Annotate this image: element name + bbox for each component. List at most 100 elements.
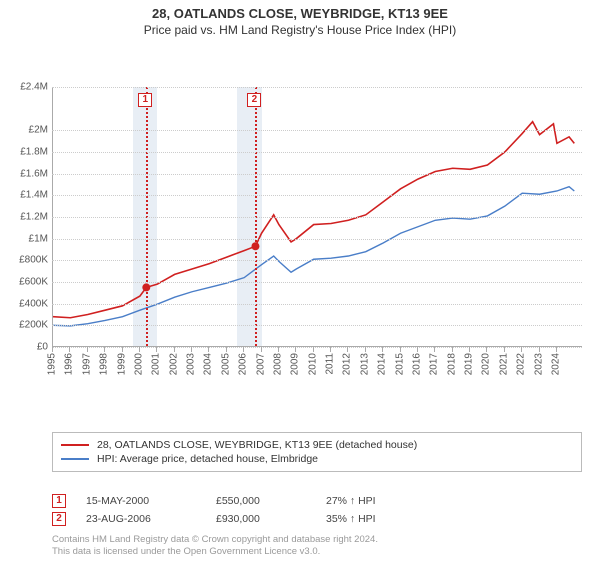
y-tick-label: £600K [0,277,48,288]
x-tick [330,347,331,352]
x-tick [226,347,227,352]
x-tick [191,347,192,352]
series-hpi [53,187,574,326]
x-tick-label: 2007 [255,353,266,375]
x-tick [556,347,557,352]
x-tick [156,347,157,352]
sale-marker-box: 1 [52,494,66,508]
y-tick-label: £1.4M [0,190,48,201]
legend-item-property: 28, OATLANDS CLOSE, WEYBRIDGE, KT13 9EE … [61,439,573,451]
x-tick [539,347,540,352]
x-tick-label: 2024 [550,353,561,375]
x-tick [521,347,522,352]
footer-line1: Contains HM Land Registry data © Crown c… [52,534,582,546]
x-tick [208,347,209,352]
y-gridline [52,217,582,218]
sale-price: £550,000 [216,495,306,507]
y-gridline [52,130,582,131]
sale-price: £930,000 [216,513,306,525]
x-tick [261,347,262,352]
y-tick-label: £200K [0,320,48,331]
sale-row: 2 23-AUG-2006 £930,000 35% ↑ HPI [52,512,582,526]
legend-item-hpi: HPI: Average price, detached house, Elmb… [61,453,573,465]
x-tick [69,347,70,352]
y-tick-label: £1.6M [0,168,48,179]
x-tick [278,347,279,352]
x-tick-label: 1995 [47,353,58,375]
x-tick-label: 2005 [220,353,231,375]
x-tick-label: 2000 [133,353,144,375]
x-tick-label: 2008 [272,353,283,375]
x-tick [469,347,470,352]
y-gridline [52,304,582,305]
y-gridline [52,260,582,261]
x-tick-label: 2016 [411,353,422,375]
y-tick-label: £800K [0,255,48,266]
legend-swatch-hpi [61,458,89,460]
x-tick-label: 2012 [342,353,353,375]
y-tick-label: £0 [0,342,48,353]
x-tick-label: 2014 [377,353,388,375]
y-gridline [52,87,582,88]
x-tick [434,347,435,352]
x-tick [174,347,175,352]
sale-marker-box: 1 [138,93,152,107]
x-tick-label: 2017 [429,353,440,375]
sale-date: 23-AUG-2006 [86,513,196,525]
x-tick [139,347,140,352]
chart-container: £0 £200K £400K £600K £800K £1M £1.2M £1.4M £1.6M… [0,37,600,405]
y-gridline [52,282,582,283]
x-tick [504,347,505,352]
y-tick-label: £2.4M [0,82,48,93]
x-tick-label: 2010 [307,353,318,375]
x-tick-label: 2002 [168,353,179,375]
y-tick-label: £400K [0,298,48,309]
legend-label-property: 28, OATLANDS CLOSE, WEYBRIDGE, KT13 9EE … [97,439,417,451]
x-tick-label: 2022 [516,353,527,375]
x-tick-label: 2019 [464,353,475,375]
x-tick-label: 1996 [64,353,75,375]
y-gridline [52,174,582,175]
sale-marker-box: 2 [247,93,261,107]
sale-marker-box: 2 [52,512,66,526]
x-tick [52,347,53,352]
x-tick-label: 2020 [481,353,492,375]
y-gridline [52,325,582,326]
sale-date: 15-MAY-2000 [86,495,196,507]
sale-hpi: 27% ↑ HPI [326,495,436,507]
sale-hpi: 35% ↑ HPI [326,513,436,525]
legend-swatch-property [61,444,89,446]
x-tick [400,347,401,352]
x-tick [243,347,244,352]
x-tick-label: 2021 [498,353,509,375]
x-tick-label: 2003 [186,353,197,375]
x-tick-label: 1997 [81,353,92,375]
title-line1: 28, OATLANDS CLOSE, WEYBRIDGE, KT13 9EE [0,6,600,21]
footer-line2: This data is licensed under the Open Gov… [52,546,582,558]
y-tick-label: £1M [0,233,48,244]
sale-row: 1 15-MAY-2000 £550,000 27% ↑ HPI [52,494,582,508]
x-tick-label: 2015 [394,353,405,375]
x-tick [417,347,418,352]
x-tick-label: 2018 [446,353,457,375]
y-gridline [52,239,582,240]
y-gridline [52,347,582,348]
x-tick-label: 2023 [533,353,544,375]
x-tick [313,347,314,352]
y-tick-label: £1.2M [0,212,48,223]
x-tick [365,347,366,352]
x-tick-label: 2013 [359,353,370,375]
y-gridline [52,195,582,196]
y-tick-label: £1.8M [0,147,48,158]
title-line2: Price paid vs. HM Land Registry's House … [0,23,600,37]
footer-note: Contains HM Land Registry data © Crown c… [52,534,582,558]
x-tick-label: 1998 [99,353,110,375]
x-tick [87,347,88,352]
y-tick-label: £2M [0,125,48,136]
x-tick [104,347,105,352]
x-tick [295,347,296,352]
x-tick [347,347,348,352]
x-tick-label: 2004 [203,353,214,375]
x-tick-label: 2006 [238,353,249,375]
x-tick [486,347,487,352]
